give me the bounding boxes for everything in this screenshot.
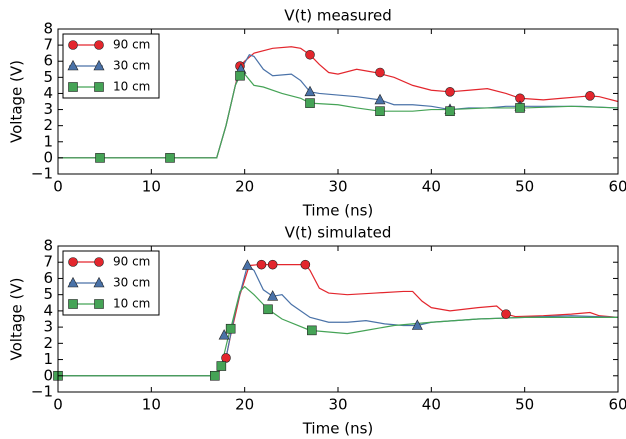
series-line [58,54,618,159]
marker [585,91,595,101]
marker [68,257,78,267]
plot-area [58,264,618,377]
y-tick-label: 5 [43,285,53,303]
marker [67,276,79,288]
marker [300,259,311,270]
x-tick-label: 50 [515,178,534,196]
marker [93,59,105,71]
marker [94,82,104,92]
marker [267,259,278,270]
marker [375,67,385,78]
x-tick-label: 10 [142,178,161,196]
x-tick-label: 60 [608,178,626,196]
y-tick-label: 3 [43,318,53,336]
marker [374,93,386,105]
y-tick-label: 2 [43,116,53,134]
marker [68,82,78,92]
series-line [58,264,618,377]
y-tick-label: −1 [31,165,53,183]
marker [501,309,511,319]
marker [256,259,267,270]
series-line [58,73,618,159]
marker [241,259,253,270]
marker [307,325,317,336]
y-axis-label: Voltage (V) [8,60,26,143]
marker [225,323,236,334]
marker [94,299,104,309]
marker [305,49,315,60]
x-axis-label: Time (ns) [302,420,374,438]
y-tick-label: 4 [43,84,53,102]
legend-label: 10 cm [113,297,150,311]
x-tick-label: 0 [53,396,63,414]
marker [235,70,245,81]
marker [93,276,105,288]
y-tick-label: 4 [43,301,53,319]
legend-label: 90 cm [113,255,150,269]
marker [68,299,78,309]
y-axis-label: Voltage (V) [8,278,26,361]
legend-label: 90 cm [113,38,150,52]
marker [216,361,227,371]
y-tick-label: 7 [43,253,53,271]
x-tick-label: 20 [235,178,254,196]
series-line [58,46,618,159]
marker [95,153,105,163]
plot-area [58,46,618,159]
legend-label: 30 cm [113,59,150,73]
marker [375,106,385,116]
x-tick-label: 30 [328,396,347,414]
x-tick-label: 30 [328,178,347,196]
marker [218,329,230,340]
y-tick-label: −1 [31,383,53,401]
marker [515,103,525,113]
y-tick-label: 8 [43,237,53,255]
x-axis-label: Time (ns) [302,202,374,220]
y-tick-label: 2 [43,334,53,352]
marker [67,59,79,71]
marker [221,353,231,363]
legend-label: 30 cm [113,276,150,290]
marker [304,85,316,97]
x-tick-label: 60 [608,396,626,414]
legend-label: 10 cm [113,80,150,94]
chart-title: V(t) simulated [285,224,392,242]
y-tick-label: 1 [43,132,53,150]
x-tick-label: 20 [235,396,254,414]
y-tick-label: 6 [43,269,53,287]
y-tick-label: 0 [43,366,53,384]
marker [94,40,104,50]
x-tick-label: 10 [142,396,161,414]
marker [305,98,315,108]
chart-title: V(t) measured [284,7,392,25]
marker [68,40,78,50]
y-tick-label: 8 [43,20,53,38]
marker [263,304,273,315]
y-tick-label: 3 [43,100,53,118]
marker [267,290,279,301]
series-line [58,285,618,377]
legend: 90 cm 30 cm 10 cm [62,250,160,316]
marker [94,257,104,267]
y-tick-label: 5 [43,68,53,86]
x-tick-label: 50 [515,396,534,414]
marker [445,106,455,116]
marker [411,319,423,330]
y-tick-label: 0 [43,148,53,166]
x-tick-label: 0 [53,178,63,196]
y-tick-label: 1 [43,350,53,368]
y-tick-label: 6 [43,52,53,70]
marker [445,87,455,97]
marker [165,153,175,163]
x-tick-label: 40 [422,178,441,196]
marker [210,370,220,381]
legend: 90 cm 30 cm 10 cm [62,33,160,99]
x-tick-label: 40 [422,396,441,414]
y-tick-label: 7 [43,36,53,54]
